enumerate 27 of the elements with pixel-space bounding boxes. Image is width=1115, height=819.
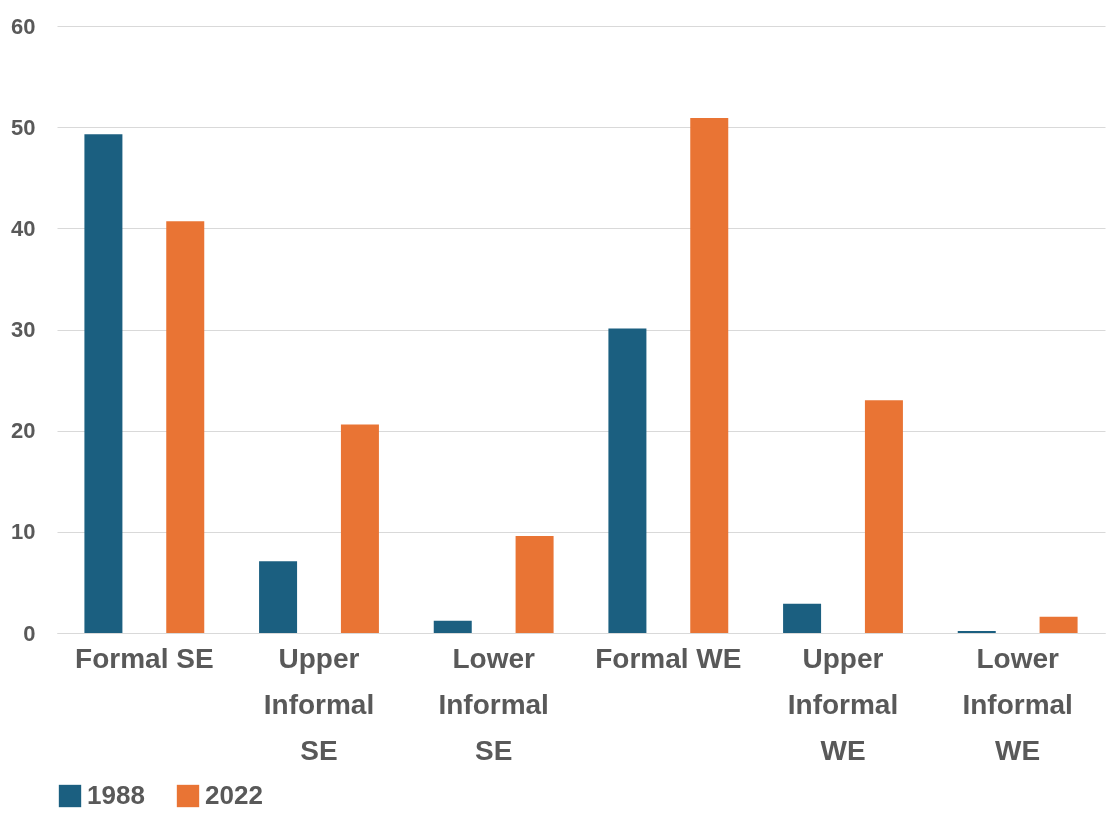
- bar: [166, 221, 205, 633]
- bar: [864, 400, 903, 633]
- bar: [433, 620, 472, 633]
- x-tick-label: Upper Informal SE: [263, 642, 375, 766]
- x-tick-label: Upper Informal WE: [787, 642, 899, 766]
- bar: [84, 134, 123, 633]
- bar: [957, 630, 996, 633]
- y-tick-label: 20: [11, 418, 36, 444]
- y-tick-label: 0: [23, 620, 36, 646]
- bar: [515, 535, 554, 633]
- x-tick-label: Lower Informal WE: [962, 642, 1073, 766]
- bar: [783, 603, 822, 633]
- bar: [259, 561, 298, 633]
- bar: [340, 424, 379, 633]
- bar: [608, 328, 647, 633]
- legend-label: 2022: [205, 780, 263, 810]
- y-tick-label: 40: [11, 215, 36, 241]
- bar: [1039, 616, 1078, 633]
- y-tick-label: 30: [11, 317, 36, 342]
- x-tick-label: Formal SE: [75, 642, 214, 674]
- y-tick-label: 50: [11, 114, 36, 140]
- x-tick-label: Lower Informal SE: [438, 642, 549, 766]
- y-tick-label: 10: [11, 519, 36, 545]
- x-tick-label: Formal WE: [595, 642, 742, 674]
- y-tick-label: 60: [11, 13, 36, 39]
- bar: [690, 118, 729, 633]
- legend-label: 1988: [87, 780, 145, 810]
